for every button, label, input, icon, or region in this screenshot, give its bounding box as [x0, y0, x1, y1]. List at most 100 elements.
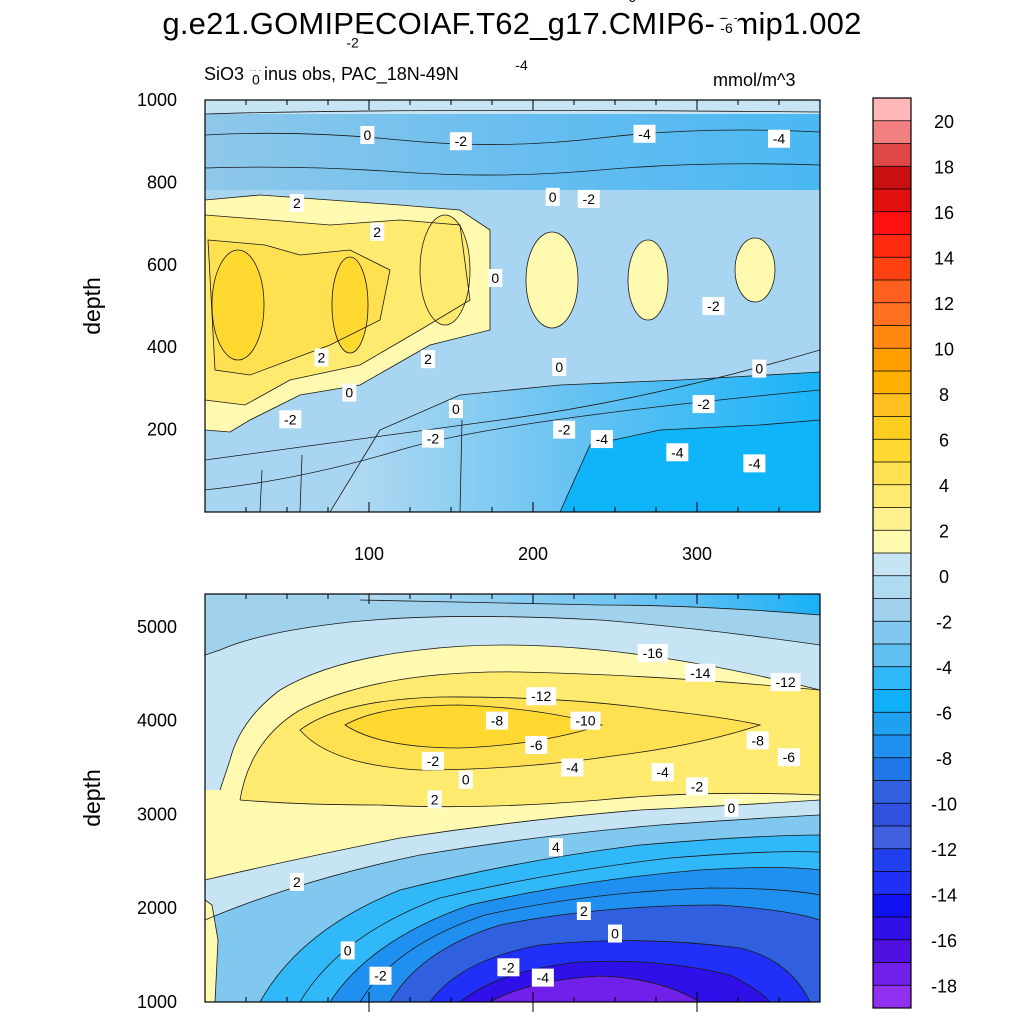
colorbar-swatch [873, 848, 911, 872]
contour-label: -4 [531, 968, 554, 987]
colorbar-swatch [873, 757, 911, 781]
svg-text:2: 2 [431, 791, 439, 807]
svg-text:-6: -6 [624, 0, 637, 5]
colorbar-label: -18 [931, 976, 957, 996]
units-label: mmol/m^3 [713, 70, 796, 90]
colorbar-label: -20 [931, 1022, 957, 1024]
contour-label: -6 [777, 748, 800, 767]
colorbar-swatch [873, 371, 911, 395]
colorbar-swatch [873, 575, 911, 599]
contour-label: -2 [553, 420, 576, 439]
colorbar-swatch [873, 621, 911, 645]
lower-top-negative [205, 594, 820, 790]
svg-text:-2: -2 [455, 133, 468, 149]
svg-text:0: 0 [555, 359, 563, 375]
chart-title: g.e21.GOMIPECOIAF.T62_g17.CMIP6-omip1.00… [162, 6, 862, 41]
svg-text:-16: -16 [643, 645, 663, 661]
svg-text:-4: -4 [596, 431, 609, 447]
lower-plot-frame [204, 593, 821, 1003]
colorbar-label: -14 [931, 885, 957, 905]
contour-label: 0 [448, 400, 463, 418]
colorbar-swatch [873, 712, 911, 736]
colorbar-swatch [873, 280, 911, 304]
svg-text:-2: -2 [427, 431, 440, 447]
svg-text:-2: -2 [583, 191, 596, 207]
svg-text:4: 4 [552, 839, 560, 855]
contour-label: 0 [488, 268, 503, 287]
svg-text:-4: -4 [515, 57, 528, 73]
y-tick-label: 800 [147, 172, 177, 192]
upper-plot-frame [204, 99, 821, 513]
contour-label: 0 [342, 383, 357, 402]
upper-positive-patch-3 [735, 238, 775, 302]
svg-text:-2: -2 [691, 778, 704, 794]
colorbar: 20181614121086420-2-4-6-8-10-12-14-16-18… [872, 97, 957, 1024]
contour-label: 0 [360, 126, 375, 145]
contour-label: -12 [526, 687, 557, 706]
upper-positive-patch-1 [526, 232, 578, 328]
contour-label: -4 [666, 443, 689, 462]
colorbar-label: 14 [934, 248, 954, 268]
svg-text:-8: -8 [491, 713, 504, 729]
svg-text:2: 2 [318, 350, 326, 366]
svg-text:0: 0 [363, 127, 371, 143]
colorbar-label: -4 [936, 658, 952, 678]
colorbar-swatch [873, 553, 911, 577]
colorbar-label: -12 [931, 840, 957, 860]
colorbar-label: 2 [939, 521, 949, 541]
colorbar-swatch [873, 598, 911, 622]
svg-text:2: 2 [580, 903, 588, 919]
x-tick-label: 300 [682, 544, 712, 564]
colorbar-swatch [873, 211, 911, 235]
upper-contour-lines [205, 110, 820, 512]
colorbar-swatch [873, 302, 911, 326]
colorbar-label: -16 [931, 931, 957, 951]
svg-text:-2: -2 [697, 396, 710, 412]
contour-label: 0 [545, 187, 560, 206]
colorbar-swatch [873, 143, 911, 167]
colorbar-label: 20 [934, 112, 954, 132]
contour-label: 0 [752, 359, 767, 378]
svg-text:0: 0 [549, 189, 557, 205]
contour-label: 0 [248, 70, 263, 89]
colorbar-label: 10 [934, 339, 954, 359]
colorbar-label: 12 [934, 294, 954, 314]
colorbar-swatch [873, 439, 911, 463]
contour-label: 0 [340, 941, 355, 960]
contour-label: -4 [590, 430, 613, 449]
colorbar-label: 4 [939, 476, 949, 496]
svg-text:2: 2 [373, 224, 381, 240]
svg-text:-4: -4 [656, 764, 669, 780]
colorbar-swatch [873, 120, 911, 144]
colorbar-label: 0 [939, 567, 949, 587]
upper-positive-core-4 [420, 215, 470, 325]
svg-text:-4: -4 [638, 126, 651, 142]
contour-label: -2 [686, 777, 708, 796]
upper-positive-core-2 [332, 257, 368, 353]
colorbar-swatch [873, 189, 911, 213]
svg-text:-12: -12 [775, 674, 795, 690]
contour-label: -8 [485, 711, 508, 730]
colorbar-swatch [873, 689, 911, 713]
contour-label: 2 [421, 350, 436, 369]
colorbar-label: -6 [936, 703, 952, 723]
contour-label: 2 [314, 348, 329, 367]
colorbar-swatch [873, 234, 911, 258]
svg-text:-2: -2 [502, 959, 515, 975]
colorbar-label: 6 [939, 430, 949, 450]
colorbar-swatch [873, 939, 911, 963]
contour-label: -12 [770, 673, 801, 692]
colorbar-swatch [873, 826, 911, 850]
svg-text:-4: -4 [773, 131, 786, 147]
svg-text:0: 0 [728, 800, 736, 816]
y-tick-label: 2000 [137, 898, 177, 918]
y-tick-label: 200 [147, 420, 177, 440]
svg-text:-2: -2 [427, 753, 440, 769]
y-tick-label: 4000 [137, 711, 177, 731]
contour-label: -2 [421, 429, 444, 448]
contour-label: -16 [637, 644, 668, 663]
svg-text:-4: -4 [748, 455, 761, 471]
colorbar-swatch [873, 871, 911, 895]
contour-labels-layer: -2 -2 -2 -4 -4 -4 -2 0 0 0 0 2 2 0 2 2 0 -2 -2 -2 -4 -4 0 0 -4 -2… [248, 0, 801, 987]
